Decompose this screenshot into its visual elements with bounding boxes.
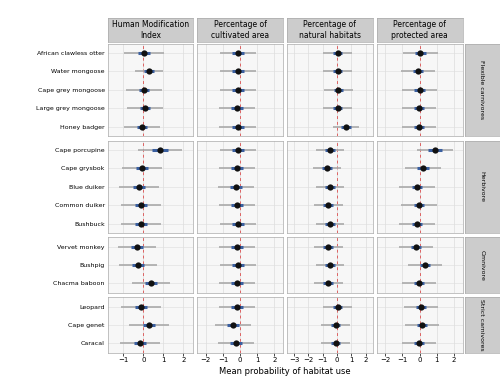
Text: Percentage of
cultivated area: Percentage of cultivated area [211, 20, 269, 40]
Text: Mean probability of habitat use: Mean probability of habitat use [219, 367, 351, 376]
Text: Herbivore: Herbivore [480, 171, 484, 202]
Text: Omnivore: Omnivore [480, 250, 484, 280]
Text: Human Modification
Index: Human Modification Index [112, 20, 189, 40]
Text: Percentage of
natural habitats: Percentage of natural habitats [299, 20, 361, 40]
Text: Percentage of
protected area: Percentage of protected area [391, 20, 448, 40]
Text: Strict carnivores: Strict carnivores [480, 299, 484, 351]
Text: Flexible carnivores: Flexible carnivores [480, 60, 484, 119]
